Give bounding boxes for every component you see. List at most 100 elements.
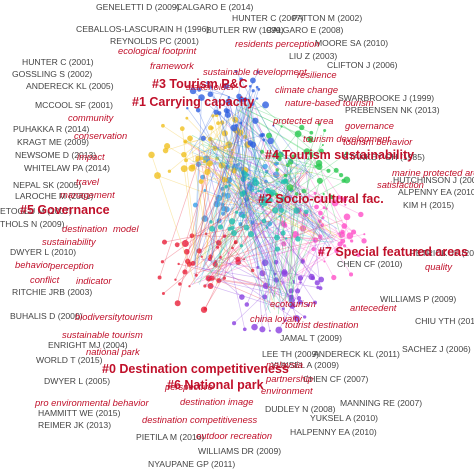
link [294, 175, 299, 239]
link [209, 119, 241, 259]
link [240, 139, 265, 228]
node [181, 240, 189, 247]
keyword-label: malaysia [266, 359, 303, 370]
link [223, 176, 293, 214]
node [207, 136, 213, 142]
link [201, 268, 319, 288]
node [316, 163, 323, 170]
link [207, 144, 324, 275]
node [284, 173, 287, 177]
node [183, 139, 188, 144]
author-label: REIMER JK (2013) [38, 420, 111, 430]
node [207, 91, 214, 98]
node [241, 171, 249, 178]
node [233, 240, 238, 245]
link [275, 290, 292, 309]
node [161, 123, 165, 128]
link [250, 142, 321, 236]
node [259, 133, 264, 138]
node [198, 179, 204, 184]
node [221, 211, 226, 216]
link [215, 219, 343, 262]
node [236, 93, 242, 100]
node [261, 205, 264, 208]
keyword-label: biodiversity [75, 311, 123, 322]
author-label: CHEN CF (2007) [303, 374, 369, 384]
node [343, 213, 351, 221]
link [190, 127, 213, 263]
node [340, 229, 345, 235]
link [262, 272, 291, 287]
node [333, 167, 339, 173]
node [303, 315, 307, 319]
link [218, 280, 272, 304]
node [284, 319, 287, 322]
node [280, 220, 287, 227]
node [220, 202, 225, 207]
link [271, 225, 286, 288]
link [202, 87, 258, 271]
keyword-label: sustainable tourism [62, 329, 143, 340]
node [318, 199, 323, 203]
link [232, 227, 271, 314]
node [195, 161, 202, 167]
link [192, 161, 239, 165]
link [196, 153, 347, 260]
link [283, 234, 296, 312]
node [251, 89, 255, 93]
node [273, 152, 278, 157]
node [247, 231, 255, 238]
node [203, 189, 207, 192]
node [342, 196, 348, 202]
link [204, 190, 269, 215]
node [223, 146, 227, 150]
link [234, 200, 342, 236]
link [218, 210, 297, 282]
node [189, 233, 195, 239]
link [223, 123, 252, 279]
node [228, 218, 236, 225]
author-label: NEWSOME D (2013) [15, 150, 96, 160]
link [210, 176, 231, 223]
link [204, 119, 255, 162]
link [241, 217, 243, 246]
node [287, 159, 294, 165]
link [214, 148, 302, 170]
link [226, 202, 267, 210]
author-label: BUTLER RW (1999) [206, 25, 284, 35]
node [346, 232, 354, 240]
link [157, 175, 321, 236]
node [255, 85, 259, 89]
node [247, 140, 254, 146]
node [288, 288, 294, 294]
node [351, 229, 357, 235]
node [326, 168, 331, 173]
author-label: DUDLEY N (2008) [265, 404, 336, 414]
link [216, 115, 276, 310]
link [212, 149, 278, 250]
author-label: CHIU YTH (2016) [415, 316, 474, 326]
node [232, 116, 239, 123]
node [220, 205, 227, 212]
node [242, 327, 247, 332]
node [337, 195, 342, 200]
link [218, 257, 309, 306]
keyword-label: destination image [180, 396, 254, 407]
node [257, 87, 261, 91]
link [237, 177, 304, 261]
node [256, 265, 260, 269]
link [245, 121, 278, 155]
node [202, 160, 206, 164]
author-label: ENRIGHT MJ (2004) [48, 340, 128, 350]
author-label: HUNTER C (2001) [22, 57, 94, 67]
node [221, 130, 228, 137]
node [206, 80, 210, 85]
node [215, 194, 223, 202]
link [236, 125, 248, 205]
keyword-label: sustainable development [203, 66, 307, 77]
node [164, 143, 171, 150]
node [227, 95, 231, 99]
link [252, 96, 284, 224]
keyword-label: stakeholder [186, 81, 235, 92]
